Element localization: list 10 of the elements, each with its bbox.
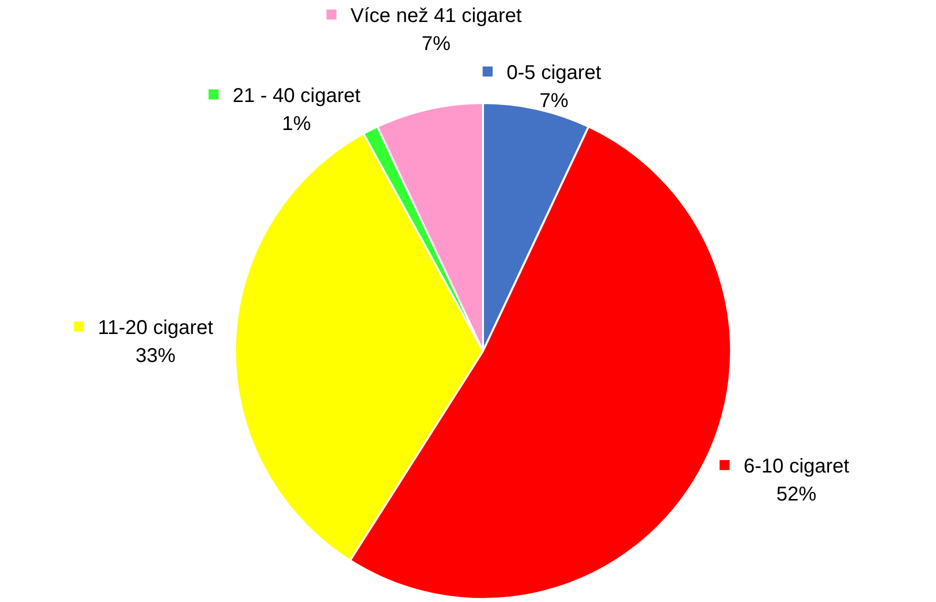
legend-label: Více než 41 cigaret [350, 5, 522, 28]
data-label: 33% [135, 345, 176, 368]
legend-label: 0-5 cigaret [506, 62, 602, 84]
data-label: 52% [776, 484, 817, 506]
legend-label: 6-10 cigaret [744, 456, 850, 478]
legend-label: 21 - 40 cigaret [232, 84, 361, 107]
legend-label: 11-20 cigaret [98, 317, 214, 340]
data-label: 1% [282, 112, 312, 135]
data-label: 7% [539, 90, 569, 112]
data-label: 7% [422, 33, 451, 56]
